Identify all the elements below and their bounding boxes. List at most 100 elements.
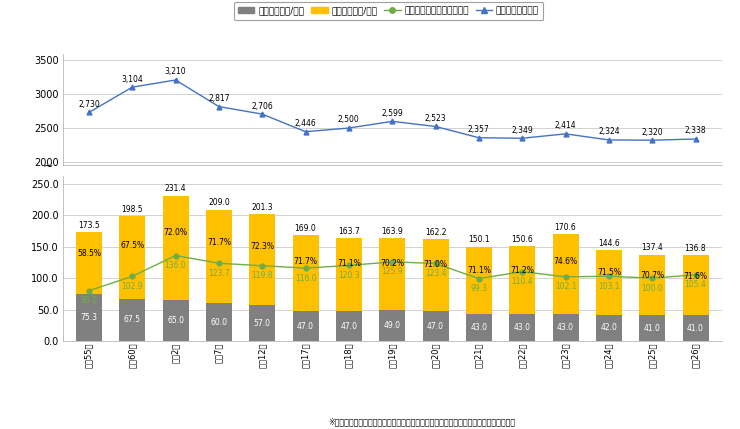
Text: 80.0: 80.0 bbox=[81, 296, 98, 305]
Text: 163.9: 163.9 bbox=[381, 227, 403, 236]
Text: ~: ~ bbox=[43, 160, 53, 173]
Text: 72.0%: 72.0% bbox=[164, 228, 187, 237]
Text: 144.6: 144.6 bbox=[598, 239, 619, 248]
Text: 123.7: 123.7 bbox=[208, 269, 229, 278]
Text: 67.5%: 67.5% bbox=[120, 241, 144, 250]
Text: 70.7%: 70.7% bbox=[640, 272, 665, 281]
Text: 3,104: 3,104 bbox=[121, 75, 143, 84]
Text: 2,706: 2,706 bbox=[252, 102, 273, 111]
Text: 67.5: 67.5 bbox=[124, 315, 141, 324]
Text: 47.0: 47.0 bbox=[340, 322, 357, 331]
Bar bbox=[466, 314, 492, 341]
Text: 65.0: 65.0 bbox=[167, 316, 184, 325]
Text: 75.3: 75.3 bbox=[81, 313, 98, 322]
Text: 47.0: 47.0 bbox=[297, 322, 314, 331]
Text: 74.6%: 74.6% bbox=[554, 257, 578, 266]
Bar bbox=[292, 235, 318, 311]
Text: 43.0: 43.0 bbox=[471, 323, 488, 332]
Text: 42.0: 42.0 bbox=[600, 323, 617, 332]
Bar bbox=[119, 216, 145, 299]
Bar bbox=[466, 247, 492, 314]
Text: 103.1: 103.1 bbox=[598, 282, 619, 291]
Text: 71.5%: 71.5% bbox=[597, 268, 621, 277]
Text: 162.2: 162.2 bbox=[425, 228, 446, 237]
Text: 150.6: 150.6 bbox=[511, 235, 533, 244]
Bar bbox=[379, 238, 406, 310]
Text: 58.5%: 58.5% bbox=[77, 249, 101, 258]
Text: 2,324: 2,324 bbox=[598, 127, 619, 136]
Text: 2,730: 2,730 bbox=[78, 100, 100, 109]
Text: 2,338: 2,338 bbox=[684, 127, 706, 136]
Text: 119.8: 119.8 bbox=[252, 271, 273, 280]
Text: 209.0: 209.0 bbox=[208, 199, 229, 208]
Text: 71.2%: 71.2% bbox=[511, 266, 534, 275]
Text: 201.3: 201.3 bbox=[252, 203, 273, 212]
Text: 43.0: 43.0 bbox=[557, 323, 574, 332]
Bar bbox=[639, 315, 665, 341]
Bar bbox=[249, 305, 275, 341]
Text: 2,523: 2,523 bbox=[425, 114, 446, 123]
Bar bbox=[423, 239, 448, 311]
Text: 105.4: 105.4 bbox=[684, 280, 707, 289]
Text: 71.6%: 71.6% bbox=[684, 272, 707, 281]
Text: 150.1: 150.1 bbox=[468, 236, 490, 245]
Text: 2,446: 2,446 bbox=[295, 119, 317, 128]
Text: 100.0: 100.0 bbox=[642, 284, 663, 293]
Text: 70.2%: 70.2% bbox=[380, 259, 404, 268]
Bar bbox=[639, 255, 665, 315]
Text: 123.4: 123.4 bbox=[425, 269, 446, 278]
Bar bbox=[76, 232, 102, 294]
Text: 173.5: 173.5 bbox=[78, 221, 100, 230]
Bar bbox=[336, 311, 362, 341]
Text: 71.0%: 71.0% bbox=[423, 260, 448, 269]
Text: 163.7: 163.7 bbox=[338, 227, 360, 236]
Text: 60.0: 60.0 bbox=[210, 318, 227, 327]
Bar bbox=[119, 299, 145, 341]
Text: 2,349: 2,349 bbox=[511, 126, 533, 135]
Text: 2,414: 2,414 bbox=[555, 121, 576, 130]
Text: 170.6: 170.6 bbox=[555, 223, 576, 232]
Text: 3,210: 3,210 bbox=[165, 67, 186, 76]
Bar bbox=[553, 234, 579, 314]
Legend: 補給水（万㎥/日）, 回収水（万㎥/日）, 製造品出荷額等（千億円）, 事業所数（箇所）: 補給水（万㎥/日）, 回収水（万㎥/日）, 製造品出荷額等（千億円）, 事業所数… bbox=[234, 2, 543, 20]
Bar bbox=[163, 300, 189, 341]
Bar bbox=[249, 214, 275, 305]
Bar bbox=[509, 246, 535, 314]
Text: 71.7%: 71.7% bbox=[294, 257, 317, 266]
Bar bbox=[379, 310, 406, 341]
Text: 49.0: 49.0 bbox=[384, 321, 400, 330]
Bar bbox=[336, 238, 362, 311]
Text: ※工業統計調査で把握している３０人以上の事業所の使用量、事業所数、製造品出荷額: ※工業統計調査で把握している３０人以上の事業所の使用量、事業所数、製造品出荷額 bbox=[329, 418, 515, 427]
Text: 102.9: 102.9 bbox=[121, 282, 143, 291]
Text: 136.0: 136.0 bbox=[165, 261, 186, 270]
Text: 2,320: 2,320 bbox=[642, 128, 663, 137]
Bar bbox=[292, 311, 318, 341]
Bar bbox=[596, 250, 622, 314]
Bar bbox=[553, 314, 579, 341]
Text: 125.9: 125.9 bbox=[381, 267, 403, 276]
Text: 231.4: 231.4 bbox=[165, 184, 186, 193]
Text: 198.5: 198.5 bbox=[121, 205, 143, 214]
Text: 43.0: 43.0 bbox=[514, 323, 531, 332]
Text: 41.0: 41.0 bbox=[687, 323, 704, 332]
Text: 72.3%: 72.3% bbox=[250, 242, 275, 251]
Bar bbox=[682, 255, 708, 315]
Bar bbox=[206, 210, 232, 303]
Bar bbox=[509, 314, 535, 341]
Text: 2,357: 2,357 bbox=[468, 125, 490, 134]
Bar bbox=[163, 196, 189, 300]
Text: 110.4: 110.4 bbox=[511, 277, 533, 286]
Bar bbox=[596, 314, 622, 341]
Text: 2,500: 2,500 bbox=[338, 115, 360, 124]
Text: 169.0: 169.0 bbox=[295, 224, 317, 233]
Text: 71.1%: 71.1% bbox=[467, 266, 491, 275]
Text: 71.7%: 71.7% bbox=[207, 238, 231, 247]
Text: 41.0: 41.0 bbox=[644, 323, 661, 332]
Bar bbox=[206, 303, 232, 341]
Text: 102.1: 102.1 bbox=[555, 282, 576, 291]
Text: 116.0: 116.0 bbox=[295, 274, 317, 283]
Text: 71.1%: 71.1% bbox=[337, 259, 361, 268]
Text: 136.8: 136.8 bbox=[684, 244, 706, 253]
Text: 47.0: 47.0 bbox=[427, 322, 444, 331]
Text: 99.3: 99.3 bbox=[471, 284, 488, 293]
